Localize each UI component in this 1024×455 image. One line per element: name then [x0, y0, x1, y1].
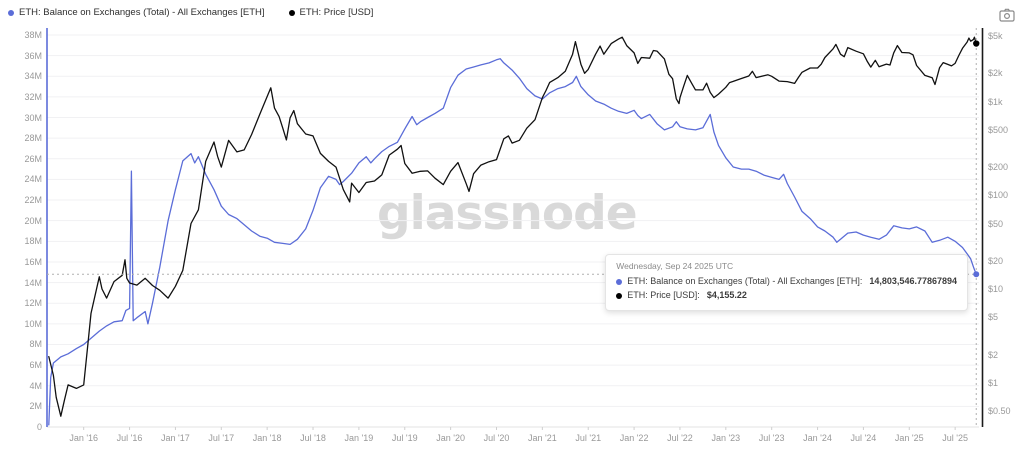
x-axis-label: Jan '21	[527, 433, 557, 443]
y-axis-right-label: $200	[988, 162, 1009, 173]
y-axis-left-label: 36M	[24, 50, 42, 61]
x-axis-label: Jan '19	[344, 433, 374, 443]
legend-balance-label: ETH: Balance on Exchanges (Total) - All …	[19, 7, 265, 18]
y-axis-right-label: $10	[988, 284, 1004, 295]
y-axis-left-label: 0	[36, 422, 42, 432]
y-axis-right-label: $20	[988, 255, 1004, 266]
x-axis-label: Jul '19	[391, 433, 418, 443]
x-axis-label: Jan '25	[894, 433, 924, 443]
y-axis-left-label: 26M	[24, 153, 42, 164]
tooltip-price-label: ETH: Price [USD]:	[627, 289, 700, 300]
y-axis-left-label: 12M	[24, 298, 42, 309]
y-axis-left-label: 32M	[24, 91, 42, 102]
y-axis-left-label: 24M	[24, 174, 42, 185]
y-axis-right-label: $1	[988, 377, 999, 388]
x-axis-label: Jan '17	[161, 433, 190, 443]
x-axis-label: Jul '22	[667, 433, 693, 443]
balance-series-dot-icon	[8, 9, 14, 16]
y-axis-left-label: 6M	[29, 360, 42, 371]
tooltip-date: Wednesday, Sep 24 2025 UTC	[616, 261, 734, 271]
x-axis-label: Jul '24	[850, 433, 877, 443]
camera-button[interactable]	[997, 6, 1017, 24]
balance-series-dot-icon	[616, 278, 623, 285]
y-axis-right-label: $100	[988, 190, 1009, 201]
y-axis-right-label: $5	[988, 312, 999, 323]
camera-icon	[999, 8, 1015, 22]
legend-price-label: ETH: Price [USD]	[299, 7, 374, 18]
y-axis-right-label: $50	[988, 218, 1004, 229]
y-axis-right-label: $0.50	[988, 406, 1011, 416]
y-axis-right-label: $5k	[988, 31, 1003, 41]
x-axis-label: Jul '17	[208, 433, 235, 443]
y-axis-left-label: 8M	[29, 339, 42, 350]
y-axis-left-label: 28M	[24, 133, 42, 144]
tooltip-price-value: $4,155.22	[706, 289, 747, 300]
y-axis-left-label: 2M	[29, 401, 42, 412]
glassnode-watermark: glassnode	[376, 186, 638, 241]
y-axis-left-label: 22M	[24, 195, 42, 206]
y-axis-right-label: $2k	[988, 68, 1003, 79]
x-axis-label: Jan '16	[69, 433, 99, 443]
legend: ETH: Balance on Exchanges (Total) - All …	[8, 7, 373, 18]
balance-series-line	[48, 58, 977, 426]
x-axis-label: Jan '18	[252, 433, 282, 443]
y-axis-left-label: 38M	[24, 30, 42, 40]
y-axis-left-label: 16M	[24, 256, 42, 267]
x-axis-label: Jan '20	[436, 433, 465, 443]
x-axis-label: Jan '23	[711, 433, 741, 443]
y-axis-left-label: 4M	[29, 380, 42, 391]
tooltip-balance-row: ETH: Balance on Exchanges (Total) - All …	[616, 275, 957, 289]
tooltip: Wednesday, Sep 24 2025 UTC ETH: Balance …	[605, 254, 968, 311]
x-axis-label: Jan '22	[619, 433, 649, 443]
legend-item-price[interactable]: ETH: Price [USD]	[288, 7, 374, 18]
y-axis-right-label: $1k	[988, 96, 1003, 107]
tooltip-balance-label: ETH: Balance on Exchanges (Total) - All …	[627, 276, 863, 286]
balance-end-marker	[973, 271, 980, 278]
x-axis-label: Jan '24	[803, 433, 832, 443]
price-series-line	[48, 36, 977, 417]
x-axis-label: Jul '21	[575, 433, 602, 443]
legend-item-balance[interactable]: ETH: Balance on Exchanges (Total) - All …	[8, 7, 265, 18]
x-axis-label: Jul '25	[942, 433, 969, 443]
x-axis-label: Jul '18	[300, 433, 326, 443]
y-axis-left-label: 18M	[24, 236, 42, 247]
y-axis-right-label: $500	[988, 124, 1009, 135]
x-axis-label: Jul '20	[483, 433, 510, 443]
price-end-marker	[973, 40, 980, 47]
y-axis-left-label: 34M	[24, 71, 42, 82]
x-axis-label: Jul '16	[116, 433, 143, 443]
tooltip-price-row: ETH: Price [USD]: $4,155.22	[616, 289, 957, 303]
price-series-dot-icon	[288, 9, 295, 16]
y-axis-left-label: 30M	[24, 112, 42, 123]
y-axis-left-label: 10M	[24, 318, 42, 329]
tooltip-balance-value: 14,803,546.77867894	[869, 276, 957, 286]
y-axis-right-label: $2	[988, 349, 999, 360]
price-series-dot-icon	[616, 292, 623, 299]
y-axis-left-label: 14M	[24, 277, 42, 288]
y-axis-left-label: 20M	[24, 215, 42, 226]
x-axis-label: Jul '23	[758, 433, 785, 443]
